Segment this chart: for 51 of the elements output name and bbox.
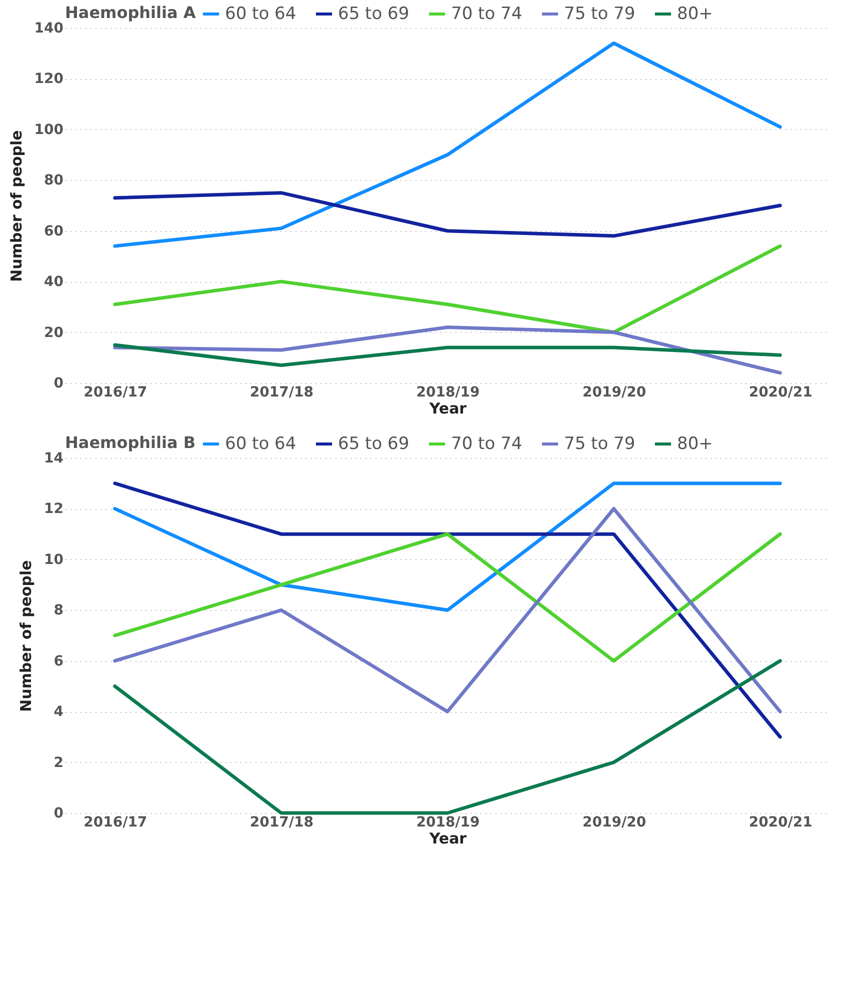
legend-title: Haemophilia B bbox=[65, 433, 196, 452]
x-tick-label: 2020/21 bbox=[748, 814, 812, 830]
x-axis-title: Year bbox=[428, 830, 468, 848]
x-axis-title: Year bbox=[428, 400, 468, 418]
line-series bbox=[113, 41, 782, 248]
legend-label: 75 to 79 bbox=[564, 434, 636, 454]
x-tick-label: 2018/19 bbox=[416, 384, 480, 400]
y-tick-label: 4 bbox=[54, 704, 64, 720]
y-tick-label: 6 bbox=[54, 653, 64, 670]
legend-label: 70 to 74 bbox=[451, 434, 522, 454]
y-tick-label: 100 bbox=[34, 122, 64, 138]
y-tick-label: 0 bbox=[54, 376, 64, 392]
y-tick-label: 40 bbox=[44, 274, 64, 290]
y-tick-label: 60 bbox=[44, 223, 64, 240]
legend-label: 60 to 64 bbox=[225, 4, 296, 24]
y-tick-label: 10 bbox=[44, 552, 64, 568]
y-tick-label: 140 bbox=[34, 20, 64, 36]
line-series bbox=[113, 191, 782, 238]
y-tick-label: 12 bbox=[44, 501, 64, 518]
line-series bbox=[113, 506, 782, 714]
x-tick-label: 2019/20 bbox=[582, 384, 646, 400]
y-axis-title: Number of people bbox=[7, 130, 26, 282]
line-series bbox=[113, 659, 782, 815]
legend-label: 70 to 74 bbox=[451, 4, 522, 24]
x-tick-label: 2016/17 bbox=[84, 814, 148, 830]
legend-label: 80+ bbox=[677, 434, 713, 454]
legend-label: 80+ bbox=[677, 4, 713, 24]
x-tick-label: 2019/20 bbox=[582, 814, 646, 830]
y-tick-label: 0 bbox=[54, 806, 64, 822]
x-tick-label: 2018/19 bbox=[416, 814, 480, 830]
legend-label: 60 to 64 bbox=[225, 434, 296, 454]
legend-label: 65 to 69 bbox=[338, 434, 410, 454]
legend-label: 75 to 79 bbox=[564, 4, 636, 24]
y-axis-title: Number of people bbox=[17, 560, 36, 712]
y-tick-label: 120 bbox=[34, 71, 64, 88]
line-series bbox=[113, 325, 782, 375]
line-series bbox=[113, 482, 782, 612]
x-tick-label: 2020/21 bbox=[748, 384, 812, 400]
y-tick-label: 20 bbox=[44, 324, 64, 341]
y-tick-label: 2 bbox=[54, 754, 64, 771]
x-tick-label: 2016/17 bbox=[84, 384, 148, 400]
y-tick-label: 80 bbox=[44, 172, 64, 189]
x-tick-label: 2017/18 bbox=[250, 384, 314, 400]
legend-label: 65 to 69 bbox=[338, 4, 410, 24]
line-series bbox=[113, 532, 782, 663]
legend-title: Haemophilia A bbox=[65, 3, 196, 22]
y-tick-label: 14 bbox=[44, 450, 64, 466]
y-tick-label: 8 bbox=[54, 602, 64, 619]
line-series bbox=[113, 244, 782, 334]
line-series bbox=[113, 343, 782, 367]
x-tick-label: 2017/18 bbox=[250, 814, 314, 830]
